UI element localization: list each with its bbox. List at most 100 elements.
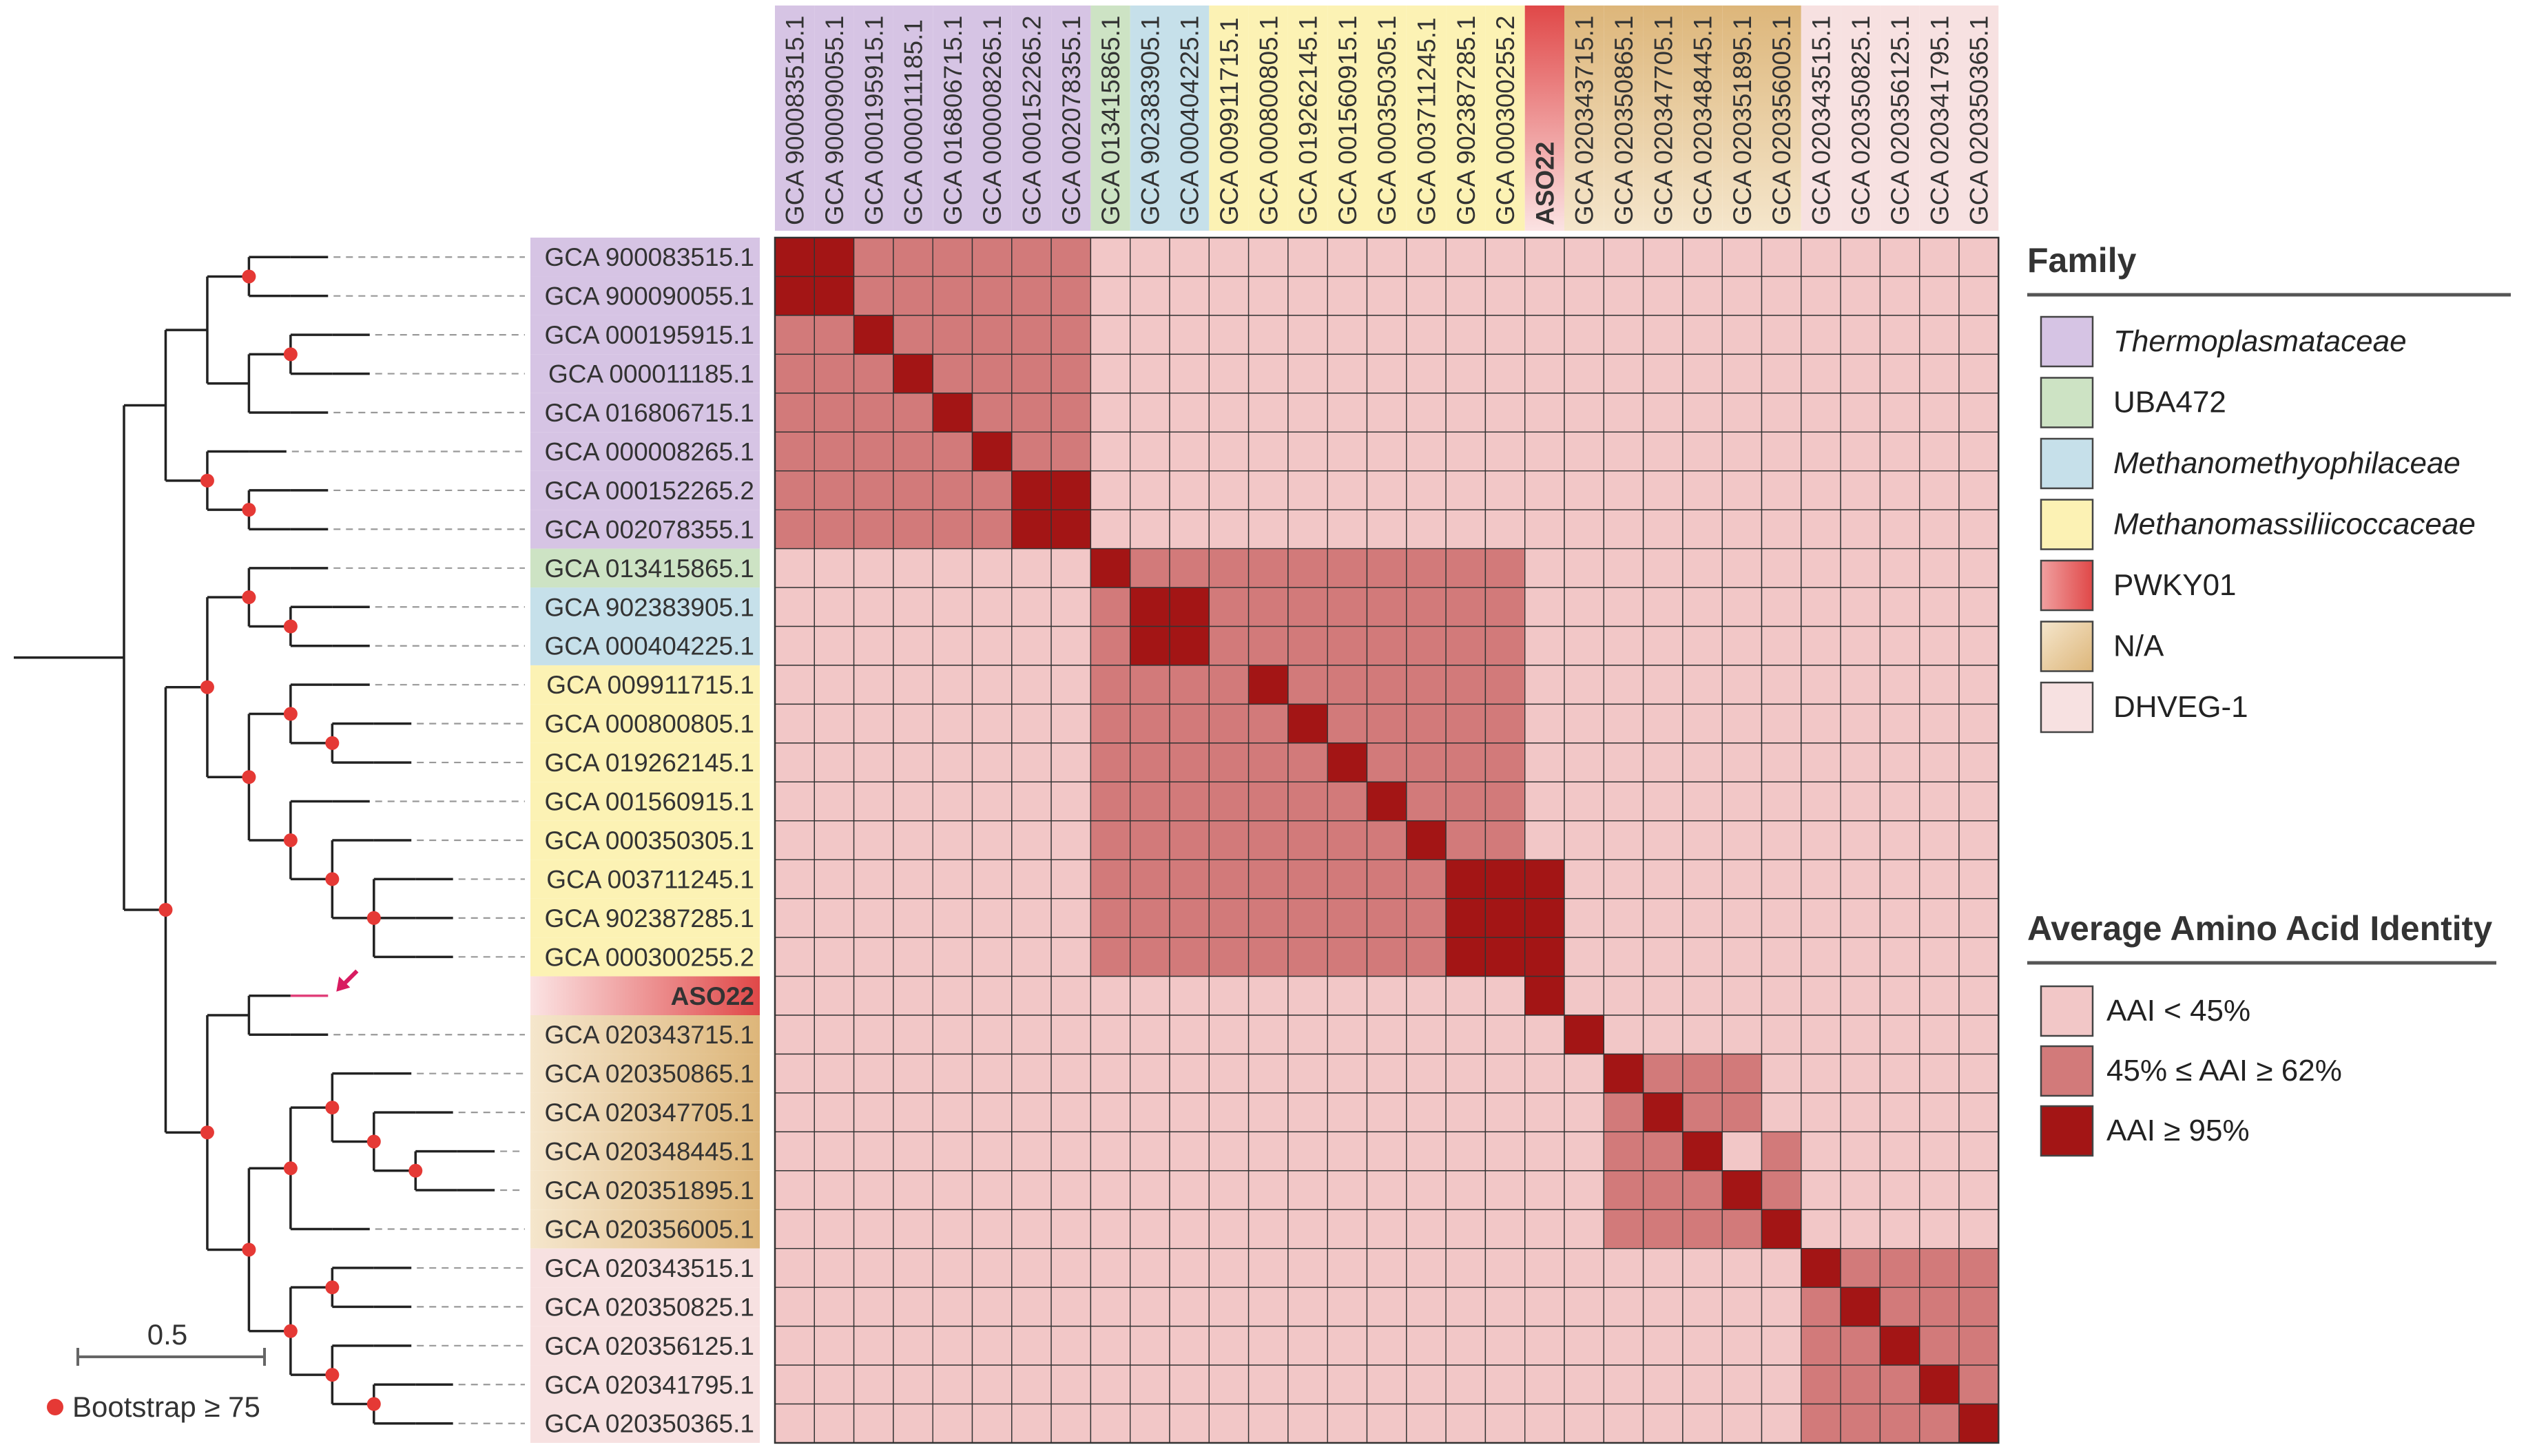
heatmap-cell [1050, 431, 1092, 472]
row-label: GCA 020356005.1 [530, 1209, 760, 1249]
heatmap-cell [1840, 315, 1881, 355]
heatmap-cell [1208, 1209, 1250, 1249]
heatmap-cell [1169, 1364, 1210, 1405]
heatmap-cell [1918, 897, 1960, 938]
heatmap-cell [1918, 431, 1960, 472]
heatmap-cell [1327, 742, 1368, 782]
heatmap-cell [814, 781, 855, 822]
heatmap-cell [1721, 548, 1763, 588]
family-label: UBA472 [2113, 386, 2226, 419]
heatmap-cell [1090, 1092, 1131, 1133]
heatmap-cell [1801, 470, 1841, 510]
heatmap-cell [1918, 781, 1960, 822]
heatmap-cell [1721, 1209, 1763, 1249]
heatmap-cell [1208, 1170, 1250, 1210]
heatmap-cell [814, 1209, 855, 1249]
heatmap-cell [893, 431, 933, 472]
heatmap-cell [1327, 548, 1368, 588]
heatmap-cell [814, 1287, 855, 1327]
heatmap-cell [1761, 1209, 1802, 1249]
heatmap-cell [893, 1053, 933, 1094]
column-label-background [1011, 6, 1052, 231]
heatmap-cell [1879, 1131, 1920, 1172]
heatmap-cell [932, 237, 973, 278]
heatmap-cell [1090, 353, 1131, 394]
heatmap-cell [1484, 859, 1526, 899]
heatmap-cell [1564, 665, 1604, 705]
bootstrap-dot [242, 590, 256, 605]
aai-swatch [2040, 1045, 2094, 1097]
heatmap-cell [1958, 587, 1999, 627]
row-label-background [530, 393, 760, 433]
row-label-background [530, 1365, 760, 1404]
row-label: GCA 902387285.1 [530, 898, 760, 938]
aai-swatch [2040, 985, 2094, 1037]
heatmap-cell [814, 975, 855, 1016]
heatmap-cell [971, 1092, 1013, 1133]
column-label: GCA 900083515.1 [775, 6, 815, 231]
heatmap-cell [1918, 470, 1960, 510]
heatmap-cell [1564, 937, 1604, 977]
heatmap-cell [1958, 431, 1999, 472]
heatmap-cell [971, 781, 1013, 822]
bootstrap-dot [325, 1101, 340, 1115]
heatmap-cell [1011, 897, 1052, 938]
heatmap-cell [1958, 820, 1999, 860]
heatmap-cell [1208, 937, 1250, 977]
heatmap-cell [1406, 703, 1447, 744]
heatmap-cell [1682, 820, 1723, 860]
heatmap-cell [774, 1092, 815, 1133]
heatmap-cell [1564, 275, 1604, 316]
bootstrap-dot [242, 503, 256, 517]
heatmap-cell [1247, 820, 1289, 860]
heatmap-cell [853, 1325, 894, 1366]
heatmap-cell [1445, 781, 1487, 822]
heatmap-cell [1761, 1247, 1802, 1288]
heatmap-cell [1050, 1092, 1092, 1133]
heatmap-cell [1682, 1247, 1723, 1288]
heatmap-cell [1524, 742, 1565, 782]
heatmap-cell [1958, 703, 1999, 744]
heatmap-cell [1603, 703, 1644, 744]
heatmap-cell [1050, 665, 1092, 705]
heatmap-cell [971, 1247, 1013, 1288]
heatmap-cell [893, 470, 933, 510]
heatmap-cell [1011, 431, 1052, 472]
heatmap-cell [1721, 275, 1763, 316]
heatmap-cell [1406, 470, 1447, 510]
heatmap-cell [1169, 1325, 1210, 1366]
column-label: GCA 000300255.2 [1485, 6, 1525, 231]
heatmap-cell [814, 859, 855, 899]
heatmap-cell [1208, 237, 1250, 278]
column-label-text: GCA 000404225.1 [1176, 16, 1204, 225]
heatmap-cell [971, 1170, 1013, 1210]
row-label: GCA 002078355.1 [530, 510, 760, 549]
heatmap-cell [1050, 820, 1092, 860]
heatmap-cell [1918, 1053, 1960, 1094]
column-label-background [1090, 6, 1130, 231]
heatmap-cell [1840, 1131, 1881, 1172]
heatmap-cell [1484, 431, 1526, 472]
heatmap-cell [1445, 237, 1487, 278]
row-label: GCA 000152265.2 [530, 470, 760, 510]
row-label-text: GCA 000152265.2 [545, 477, 754, 505]
heatmap-cell [1603, 665, 1644, 705]
heatmap-cell [1958, 509, 1999, 550]
heatmap-cell [1879, 1092, 1920, 1133]
heatmap-cell [971, 859, 1013, 899]
heatmap-cell [1247, 315, 1289, 355]
column-label: GCA 000008265.1 [972, 6, 1012, 231]
heatmap-cell [774, 975, 815, 1016]
heatmap-cell [1603, 509, 1644, 550]
family-label: Methanomassiliicoccaceae [2113, 508, 2476, 541]
heatmap-cell [853, 548, 894, 588]
heatmap-cell [1366, 509, 1407, 550]
heatmap-cell [1445, 1287, 1487, 1327]
heatmap-cell [1524, 1403, 1565, 1444]
heatmap-cell [1129, 548, 1170, 588]
heatmap-cell [1958, 859, 1999, 899]
heatmap-cell [1327, 393, 1368, 433]
heatmap-cell [1129, 1131, 1170, 1172]
heatmap-cell [971, 587, 1013, 627]
heatmap-cell [1840, 1053, 1881, 1094]
